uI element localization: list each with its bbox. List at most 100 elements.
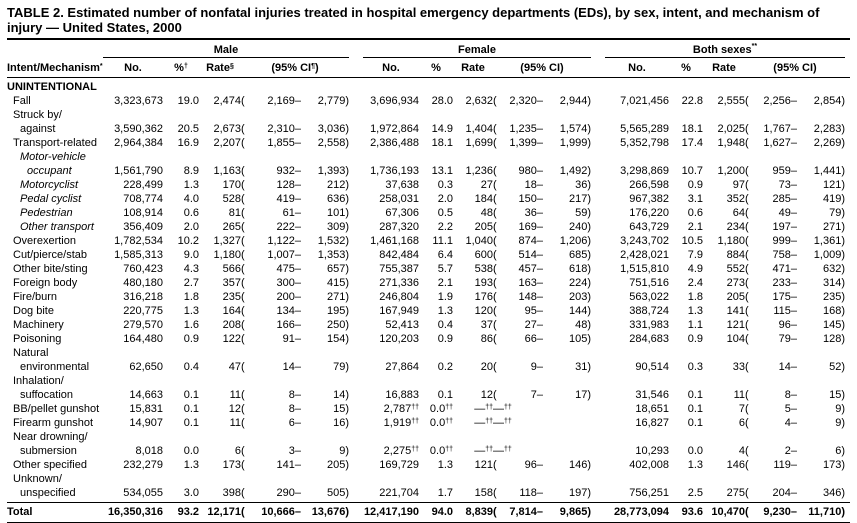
group-gap xyxy=(591,60,605,76)
group-gap xyxy=(349,234,363,248)
group-gap xyxy=(591,206,605,220)
group-gap xyxy=(591,150,605,164)
cell-both-sexes-ci: (9,230– 11,710) xyxy=(745,506,845,518)
row-label: Foreign body xyxy=(13,277,78,289)
group-gap xyxy=(349,248,363,262)
cell-female-no xyxy=(363,374,419,388)
cell-male-no: 14,907 xyxy=(129,417,163,429)
cell-male-ci xyxy=(241,80,349,94)
group-gap xyxy=(591,360,605,374)
group-gap xyxy=(349,318,363,332)
cell-both-sexes-rate: 273 xyxy=(726,277,745,289)
cell-both-sexes-pct: 1.3 xyxy=(687,305,703,317)
cell-both-sexes-rate: 97 xyxy=(732,179,745,191)
cell-female-pct: 11.1 xyxy=(432,235,453,247)
row-label: Poisoning xyxy=(13,333,62,345)
cell-female-ci xyxy=(493,346,591,360)
cell-both-sexes-pct: 17.4 xyxy=(681,137,703,149)
cell-male-ci: (61– 101) xyxy=(241,207,349,219)
cell-male-pct: 1.3 xyxy=(183,179,199,191)
group-gap xyxy=(349,178,363,192)
cell-male-pct: 4.0 xyxy=(183,193,199,205)
cell-male-ci: (932– 1,393) xyxy=(241,165,349,177)
cell-both-sexes-rate xyxy=(703,374,745,388)
cell-both-sexes-rate: 10,470 xyxy=(711,506,745,518)
group-gap xyxy=(591,234,605,248)
cell-female-ci: — †† xyxy=(493,417,512,429)
cell-male-ci xyxy=(241,374,349,388)
table-row: Unknown/ xyxy=(7,472,850,486)
table-row: BB/pellet gunshot 15,831 0.1 12(8– 15) 2,787†… xyxy=(7,402,850,416)
cell-female-ci xyxy=(493,374,591,388)
cell-female-rate: 600 xyxy=(474,249,493,261)
cell-male-rate: 1,163 xyxy=(213,165,241,177)
table-row: occupant 1,561,790 8.9 1,163(932– 1,393) 1,73… xyxy=(7,164,850,178)
cell-both-sexes-rate: 141 xyxy=(726,305,745,317)
cell-male-no: 316,218 xyxy=(123,291,163,303)
cell-female-no: 27,864 xyxy=(385,361,419,373)
cell-both-sexes-pct: 0.6 xyxy=(687,207,703,219)
table-row: environmental 62,650 0.4 47(14– 79) 27,864 0.2… xyxy=(7,360,850,374)
row-label: Other transport xyxy=(20,221,94,233)
cell-female-pct: 6.4 xyxy=(437,249,453,261)
column-group-both-sexes: Both sexes** xyxy=(605,43,845,58)
group-gap xyxy=(349,444,363,458)
cell-female-pct xyxy=(419,346,453,360)
cell-male-no: 3,323,673 xyxy=(114,95,163,107)
table-row: Other specified 232,279 1.3 173(141– 205) 169… xyxy=(7,458,850,472)
cell-female-ci: (169– 240) xyxy=(493,221,591,233)
table-row: Cut/pierce/stab 1,585,313 9.0 1,180(1,007– 1… xyxy=(7,248,850,262)
cell-female-pct xyxy=(419,150,453,164)
cell-both-sexes-no xyxy=(605,108,669,122)
cell-male-pct: 0.4 xyxy=(183,361,199,373)
cell-male-pct: 10.2 xyxy=(177,235,199,247)
table-row: Dog bite 220,775 1.3 164(134– 195) 167,949 1.3… xyxy=(7,304,850,318)
cell-male-rate: 566 xyxy=(222,263,241,275)
cell-male-ci: (200– 271) xyxy=(241,291,349,303)
cell-both-sexes-pct: 3.1 xyxy=(687,193,703,205)
group-gap xyxy=(591,44,605,58)
cell-both-sexes-pct: 1.3 xyxy=(687,459,703,471)
cell-female-ci: (18– 36) xyxy=(493,179,591,191)
cell-female-no: 755,387 xyxy=(379,263,419,275)
group-gap xyxy=(591,220,605,234)
cell-female-rate: 1,040 xyxy=(465,235,493,247)
cell-male-ci: (166– 250) xyxy=(241,319,349,331)
cell-male-pct: 19.0 xyxy=(177,95,199,107)
cell-male-rate xyxy=(199,472,241,486)
cell-female-rate: 120 xyxy=(474,305,493,317)
cell-both-sexes-ci: (1,627– 2,269) xyxy=(745,137,845,149)
cell-female-rate: 1,699 xyxy=(465,137,493,149)
cell-male-no xyxy=(103,108,163,122)
cell-male-rate: 12,171 xyxy=(207,506,241,518)
cell-female-no: 120,203 xyxy=(379,333,419,345)
group-gap xyxy=(349,486,363,500)
cell-male-no: 232,279 xyxy=(123,459,163,471)
cell-male-pct: 0.1 xyxy=(183,403,199,415)
group-gap xyxy=(591,444,605,458)
group-gap xyxy=(349,290,363,304)
group-gap xyxy=(591,108,605,122)
table-row: Fire/burn 316,218 1.8 235(200– 271) 246,804 1.… xyxy=(7,290,850,304)
column-group-header-row: Male Female Both sexes** xyxy=(7,43,850,58)
column-header-row: Intent/Mechanism* No. %† Rate§ (95% CI¶) No.%… xyxy=(7,60,850,76)
group-gap xyxy=(349,122,363,136)
row-label: Struck by/ xyxy=(13,109,62,121)
cell-female-ci xyxy=(493,108,591,122)
cell-female-ci: — †† xyxy=(493,445,512,457)
cell-female-pct: 0.9 xyxy=(437,333,453,345)
cell-male-ci xyxy=(241,346,349,360)
cell-both-sexes-pct xyxy=(669,150,703,164)
group-gap xyxy=(349,416,363,430)
table-row: Other transport 356,409 2.0 265(222– 309) 287… xyxy=(7,220,850,234)
cell-both-sexes-rate: 104 xyxy=(726,333,745,345)
cell-both-sexes-no: 10,293 xyxy=(635,445,669,457)
group-gap xyxy=(591,504,605,521)
group-gap xyxy=(591,332,605,346)
row-label: Cut/pierce/stab xyxy=(13,249,87,261)
group-gap xyxy=(591,262,605,276)
cell-both-sexes-ci xyxy=(745,80,845,94)
cell-male-rate: 2,474 xyxy=(213,95,241,107)
cell-female-no xyxy=(363,472,419,486)
cell-male-no xyxy=(103,80,163,94)
